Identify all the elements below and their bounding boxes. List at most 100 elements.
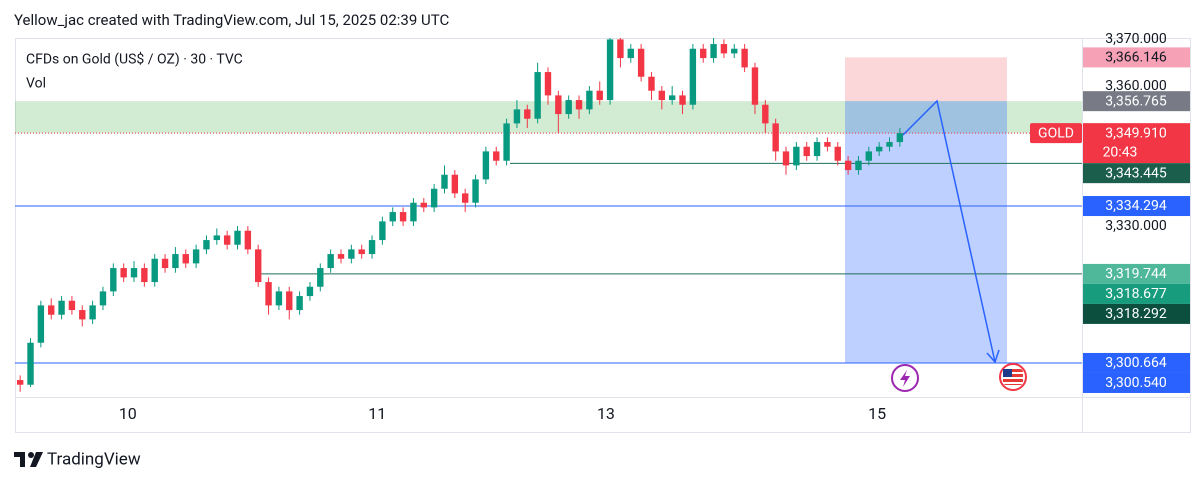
candle-body: [865, 151, 873, 161]
brand-name: TradingView: [47, 449, 141, 469]
candle-body: [161, 258, 169, 269]
candle-body: [286, 291, 293, 311]
candle-body: [824, 142, 831, 147]
candle-body: [130, 268, 138, 278]
candle-body: [813, 142, 821, 157]
candle-body: [772, 123, 779, 152]
price-label-box: [1083, 372, 1190, 393]
candle-body: [151, 258, 158, 283]
x-tick-label: 11: [368, 404, 386, 423]
candle-body: [534, 72, 541, 119]
candle-body: [855, 160, 862, 171]
candle-body: [430, 188, 438, 208]
candle-body: [793, 146, 800, 166]
price-label-box: [1083, 91, 1190, 112]
candle-body: [223, 235, 231, 245]
candle-body: [782, 151, 790, 166]
candle-body: [886, 142, 893, 147]
price-label-box: [1083, 263, 1190, 284]
candle-body: [586, 90, 593, 110]
candle-body: [306, 286, 314, 297]
candle-body: [389, 212, 396, 222]
candle-body: [399, 212, 407, 222]
flag-stripe[interactable]: [1003, 382, 1023, 384]
candle-body: [700, 48, 707, 59]
price-label: 3,349.910: [1105, 125, 1167, 141]
candle-body: [493, 151, 500, 161]
candle-body: [710, 44, 717, 59]
candle-body: [762, 104, 769, 124]
candle-body: [720, 44, 728, 54]
y-tick-label: 3,360.000: [1105, 78, 1167, 94]
candle-body: [606, 39, 614, 101]
candle-body: [182, 254, 189, 264]
flag-stripe[interactable]: [1003, 372, 1023, 374]
candle-body: [689, 48, 697, 105]
candle-body: [192, 249, 200, 264]
candle-body: [575, 100, 583, 110]
candle-body: [896, 133, 904, 143]
candle-body: [451, 174, 459, 194]
event-icon[interactable]: [891, 364, 919, 392]
chart-frame: [15, 38, 1191, 433]
candle-body: [627, 48, 634, 59]
candle-body: [172, 254, 179, 269]
candle-body: [648, 76, 655, 91]
candle-body: [275, 291, 283, 306]
flag-icon[interactable]: [999, 363, 1027, 391]
price-label-box: [1083, 163, 1190, 184]
lightning[interactable]: [900, 370, 910, 387]
candle-body: [668, 95, 676, 101]
flag-stripe[interactable]: [1003, 377, 1023, 379]
symbol-tag: GOLD: [1038, 125, 1074, 141]
flag-canton[interactable]: [1003, 369, 1012, 377]
chart-title: CFDs on Gold (US$ / OZ) · 30 · TVC: [26, 51, 243, 68]
x-tick-label: 15: [868, 404, 886, 423]
candle-body: [255, 249, 262, 283]
zone: [15, 101, 1082, 134]
brand-logo: [14, 452, 43, 467]
candle-body: [234, 230, 241, 245]
y-tick-label: 3,330.000: [1105, 218, 1167, 234]
price-label-box: [1083, 352, 1190, 373]
candle-body: [503, 123, 510, 161]
candle-body: [803, 146, 810, 157]
price-label-box: [1083, 196, 1190, 217]
candle-body: [379, 221, 386, 241]
price-label-box: [1083, 303, 1190, 324]
candle-body: [410, 202, 417, 222]
symbol-tag-box: [1030, 123, 1082, 144]
candle-body: [68, 300, 76, 311]
candle-body: [48, 305, 55, 315]
price-label-box: [1083, 283, 1190, 304]
candle-body: [265, 282, 272, 306]
candle-body: [751, 67, 759, 105]
price-axis: 3,370.000 3,360.000 3,330.000 3,366.146 3,35…: [1030, 31, 1190, 393]
candle-body: [844, 160, 852, 171]
projection-arrow: [902, 99, 996, 363]
candle-body: [524, 109, 531, 119]
candle-body: [834, 146, 841, 161]
zone: [845, 101, 1007, 363]
candle-body: [658, 90, 666, 101]
candle-body: [58, 300, 65, 315]
arrow-head: [986, 349, 1000, 364]
price-label: 3,334.294: [1105, 198, 1167, 214]
candle-body: [565, 100, 572, 115]
price-label: 3,318.677: [1105, 286, 1167, 302]
chart-subtitle: Vol: [26, 76, 46, 92]
candle-body: [337, 254, 345, 259]
price-label: 3,343.445: [1105, 165, 1167, 181]
candle-body: [679, 95, 686, 105]
candle-body: [441, 174, 448, 189]
price-label: 3,356.765: [1105, 93, 1167, 109]
candle-body: [244, 230, 252, 250]
candle-body: [27, 342, 34, 385]
candles: [16, 38, 904, 392]
y-tick-label: 3,370.000: [1105, 31, 1167, 47]
candle-body: [120, 268, 127, 278]
x-tick-label: 13: [597, 404, 615, 423]
candle-body: [472, 179, 479, 203]
candle-body: [348, 249, 355, 259]
